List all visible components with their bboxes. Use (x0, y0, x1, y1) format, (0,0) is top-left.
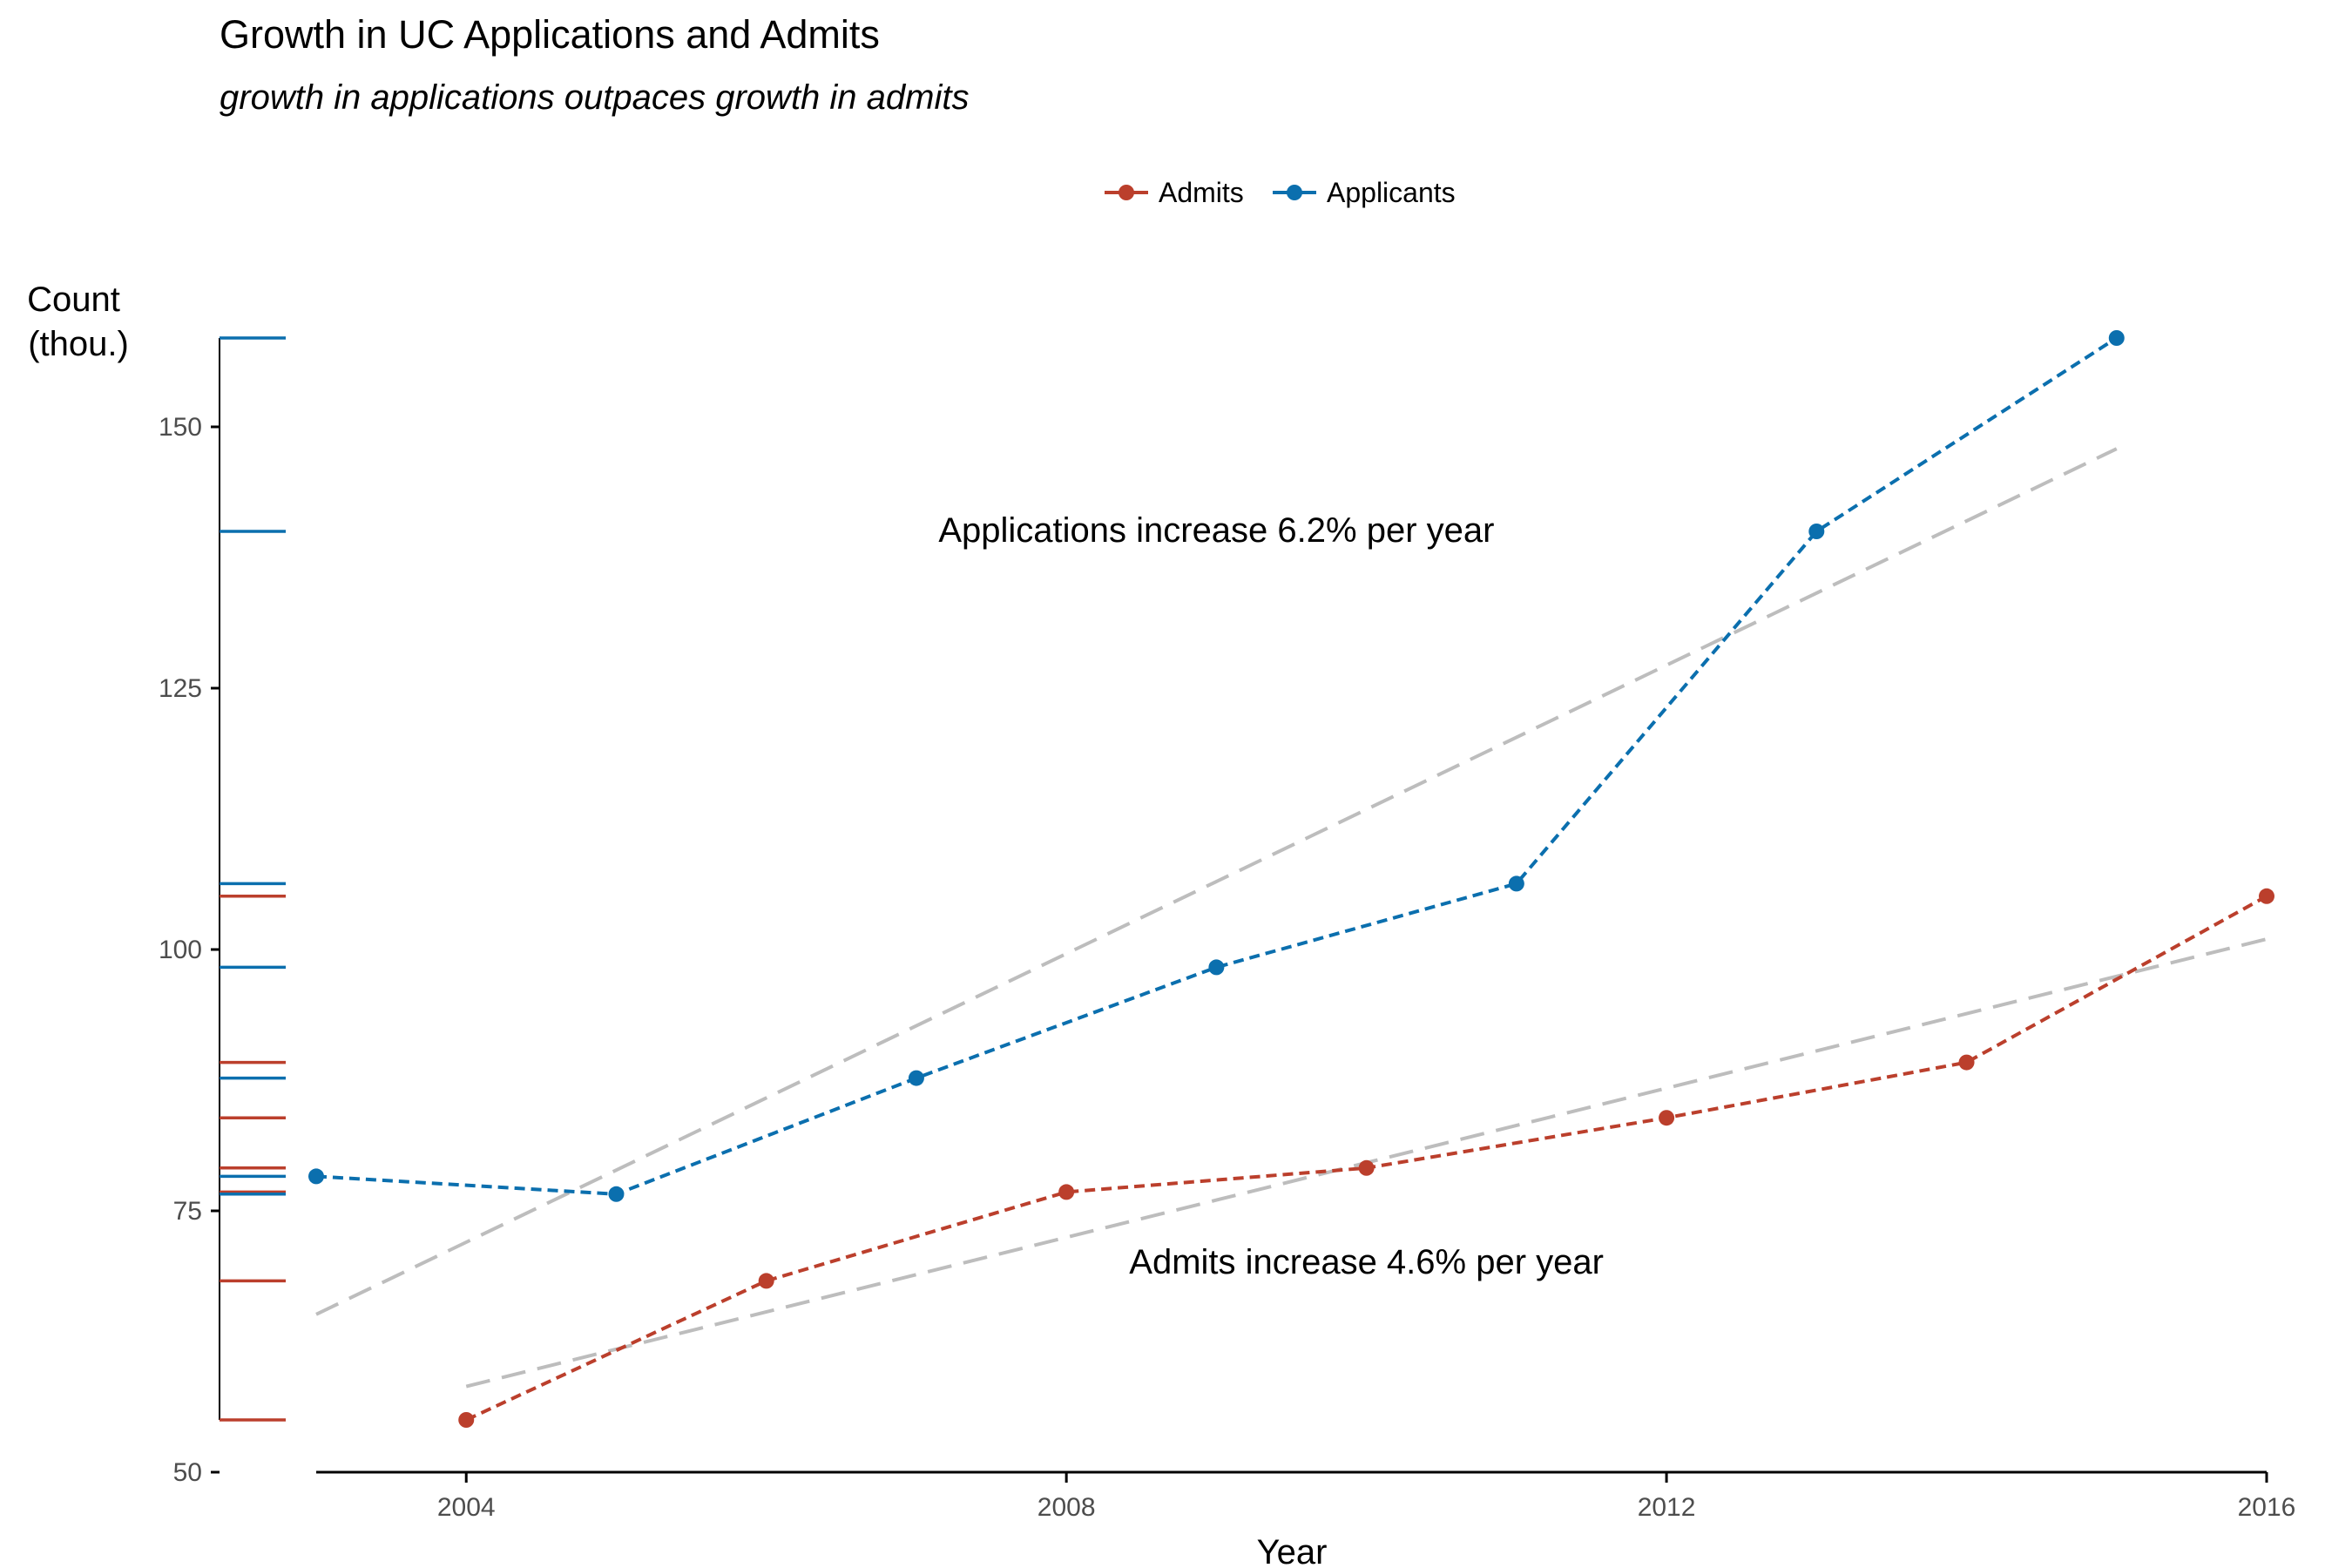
y-tick-label: 100 (159, 936, 202, 964)
legend-label-admits: Admits (1159, 177, 1244, 208)
x-tick-label: 2004 (437, 1493, 496, 1522)
data-point-admits (1358, 1159, 1375, 1176)
x-axis-title: Year (1257, 1533, 1328, 1568)
series-line-applicants (315, 336, 2118, 1196)
data-point-admits (2259, 888, 2274, 904)
data-point-applicants (1508, 875, 1524, 892)
data-point-admits (458, 1412, 475, 1428)
y-tick-label: 150 (159, 413, 202, 442)
trend-line-applicants (315, 447, 2118, 1316)
y-tick-label: 125 (159, 674, 202, 703)
y-tick-label: 50 (173, 1458, 202, 1487)
data-point-admits (1058, 1184, 1075, 1200)
x-tick-label: 2016 (2238, 1493, 2296, 1522)
annotation-admits: Admits increase 4.6% per year (1129, 1243, 1604, 1281)
annotation-applications: Applications increase 6.2% per year (938, 511, 1494, 550)
x-tick-label: 2012 (1638, 1493, 1696, 1522)
data-point-applicants (2108, 330, 2125, 346)
legend: Admits Applicants (1105, 177, 1456, 208)
y-axis-title-line-2: (thou.) (28, 325, 129, 363)
legend-label-applicants: Applicants (1327, 177, 1456, 208)
chart-subtitle: growth in applications outpaces growth i… (220, 78, 969, 117)
y-axis-title: Count (thou.) (27, 280, 130, 363)
data-point-applicants (908, 1070, 924, 1086)
series-points (308, 330, 2274, 1428)
axes: 50 75 100 125 150 2004 2008 2012 2016 (159, 338, 2295, 1522)
data-point-applicants (1208, 959, 1225, 976)
legend-swatch-admits-dot (1119, 185, 1134, 200)
data-point-admits (758, 1273, 774, 1289)
legend-item-applicants: Applicants (1273, 177, 1456, 208)
data-point-applicants (608, 1186, 625, 1202)
series-line-admits (465, 895, 2268, 1422)
y-tick-label: 75 (173, 1197, 202, 1226)
rug-marks (220, 336, 286, 1422)
data-point-applicants (308, 1168, 324, 1185)
data-point-admits (1659, 1110, 1675, 1126)
data-point-admits (1958, 1054, 1975, 1071)
y-axis-title-line-1: Count (27, 280, 120, 319)
chart-title: Growth in UC Applications and Admits (220, 12, 880, 57)
x-tick-label: 2008 (1037, 1493, 1096, 1522)
legend-swatch-applicants-dot (1287, 185, 1302, 200)
data-point-applicants (1808, 524, 1825, 539)
legend-item-admits: Admits (1105, 177, 1244, 208)
